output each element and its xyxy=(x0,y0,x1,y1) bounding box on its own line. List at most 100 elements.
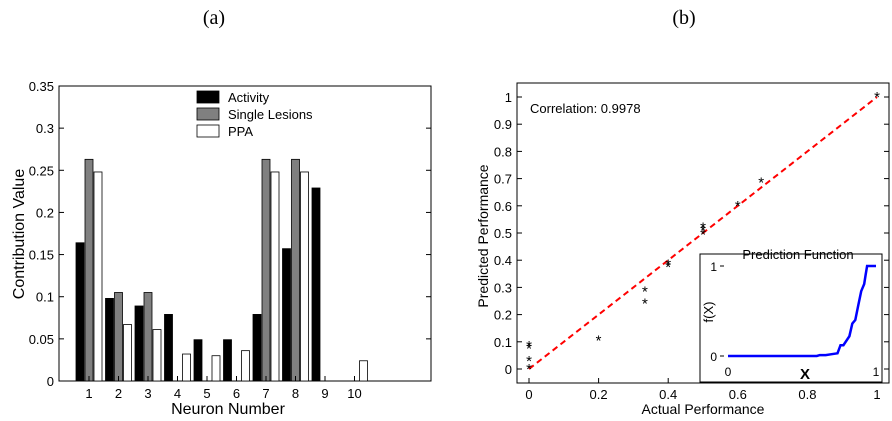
y-tick-label: 0.4 xyxy=(494,253,512,268)
y-tick-label: 0 xyxy=(505,362,512,377)
inset-frame xyxy=(699,253,883,383)
y-tick-label: 0 xyxy=(47,374,54,389)
data-point: * xyxy=(700,220,706,237)
inset-x-axis-label: X xyxy=(800,366,810,383)
legend-entry: Single Lesions xyxy=(228,107,313,122)
legend-swatch xyxy=(196,107,220,121)
inset-x-tick-label: 0 xyxy=(725,365,732,379)
x-tick-label: 0 xyxy=(525,387,532,402)
x-tick-label: 7 xyxy=(262,386,269,401)
inset-y-axis-label: f(X) xyxy=(701,302,716,323)
data-point: * xyxy=(642,296,648,313)
inset-y-tick-label: 1 xyxy=(710,260,717,274)
x-tick-label: 0.8 xyxy=(798,387,816,402)
inset-ticks: 0 1 0 1 xyxy=(710,260,879,379)
bar xyxy=(114,292,123,382)
y-tick-label: 1 xyxy=(505,90,512,105)
x-tick-label: 5 xyxy=(203,386,210,401)
bar xyxy=(359,360,368,382)
panel-label-b: (b) xyxy=(672,7,695,29)
bar xyxy=(143,292,153,382)
bar xyxy=(261,158,271,382)
x-tick-label: 10 xyxy=(347,386,361,401)
data-point: * xyxy=(665,259,671,276)
data-point: * xyxy=(735,198,741,215)
data-point: * xyxy=(758,175,764,192)
x-tick-label: 1 xyxy=(873,387,880,402)
data-point: * xyxy=(526,341,532,358)
data-point: * xyxy=(642,283,648,300)
y-tick-label: 0.05 xyxy=(29,332,54,347)
y-tick-label: 0.2 xyxy=(36,205,54,220)
x-tick-label: 0.2 xyxy=(590,387,608,402)
bar-chart-y-axis-label: Contribution Value xyxy=(11,169,28,300)
data-point: * xyxy=(526,353,532,370)
data-point: * xyxy=(526,361,532,378)
x-tick-label: 6 xyxy=(233,386,240,401)
y-tick-label: 0.8 xyxy=(494,144,512,159)
bar xyxy=(75,242,85,382)
bar-chart-panel: 0 0.05 0.1 0.15 0.2 0.25 0.3 0.35 1 2 3 4 5 6 7 8 9 10 N… xyxy=(11,79,432,418)
bar xyxy=(252,314,262,382)
bar xyxy=(223,339,232,382)
inset-y-tick-label: 0 xyxy=(710,350,717,364)
bar xyxy=(193,339,203,382)
bar-chart-x-ticks: 1 2 3 4 5 6 7 8 9 10 xyxy=(85,376,362,401)
y-tick-label: 0.25 xyxy=(29,163,54,178)
panel-label-a: (a) xyxy=(203,7,225,29)
x-tick-label: 2 xyxy=(115,386,122,401)
data-point: * xyxy=(700,222,706,239)
legend-swatch xyxy=(196,90,220,104)
bar xyxy=(105,297,114,382)
bar xyxy=(134,305,144,382)
scatter-chart-panel: 0 0.1 0.2 0.3 0.4 0.5 0.6 0.7 0.8 0.9 1 0 0.2 0.4 0.6… xyxy=(475,82,890,417)
scatter-chart-x-ticks: 0 0.2 0.4 0.6 0.8 1 xyxy=(525,378,881,402)
legend-entry: PPA xyxy=(228,124,253,139)
data-point: * xyxy=(596,332,602,349)
x-tick-label: 0.6 xyxy=(729,387,747,402)
bar-chart-legend: Activity Single Lesions PPA xyxy=(196,90,313,139)
y-tick-label: 0.1 xyxy=(494,335,512,350)
bar xyxy=(291,158,300,382)
bar-chart-y-ticks: 0 0.05 0.1 0.15 0.2 0.25 0.3 0.35 xyxy=(29,79,431,389)
bar xyxy=(164,314,173,382)
bar xyxy=(182,353,191,382)
x-tick-label: 9 xyxy=(321,386,328,401)
inset-x-tick-label: 1 xyxy=(873,365,880,379)
scatter-x-axis-label: Actual Performance xyxy=(642,401,765,417)
bar-chart-bars xyxy=(75,158,368,382)
prediction-function-inset: Prediction Function 0 1 0 1 X f(X) xyxy=(699,247,883,383)
data-point: * xyxy=(665,256,671,273)
y-tick-label: 0.9 xyxy=(494,117,512,132)
y-tick-label: 0.15 xyxy=(29,248,54,263)
y-tick-label: 0.6 xyxy=(494,199,512,214)
bar xyxy=(300,171,309,382)
y-tick-label: 0.7 xyxy=(494,172,512,187)
y-tick-label: 0.3 xyxy=(36,121,54,136)
y-tick-label: 0.5 xyxy=(494,226,512,241)
bar xyxy=(311,187,321,382)
data-point: * xyxy=(874,89,880,106)
x-tick-label: 4 xyxy=(174,386,181,401)
prediction-function-curve xyxy=(728,264,876,358)
y-tick-label: 0.1 xyxy=(36,290,54,305)
scatter-chart-y-ticks: 0 0.1 0.2 0.3 0.4 0.5 0.6 0.7 0.8 0.9 1 xyxy=(494,90,889,377)
y-tick-label: 0.3 xyxy=(494,280,512,295)
fit-line xyxy=(528,96,878,370)
correlation-annotation: Correlation: 0.9978 xyxy=(530,101,641,116)
bar xyxy=(152,329,162,382)
scatter-y-axis-label: Predicted Performance xyxy=(475,164,491,307)
bar xyxy=(93,171,103,382)
bar xyxy=(84,158,94,382)
x-tick-label: 0.4 xyxy=(659,387,677,402)
legend-entry: Activity xyxy=(228,90,270,105)
x-tick-label: 3 xyxy=(144,386,151,401)
data-point: * xyxy=(700,226,706,243)
bar-chart-x-axis-label: Neuron Number xyxy=(171,401,286,418)
bar xyxy=(270,171,280,382)
scatter-points: **** *********** xyxy=(526,89,880,378)
legend-swatch xyxy=(196,124,220,138)
data-point: * xyxy=(526,338,532,355)
x-tick-label: 8 xyxy=(292,386,299,401)
